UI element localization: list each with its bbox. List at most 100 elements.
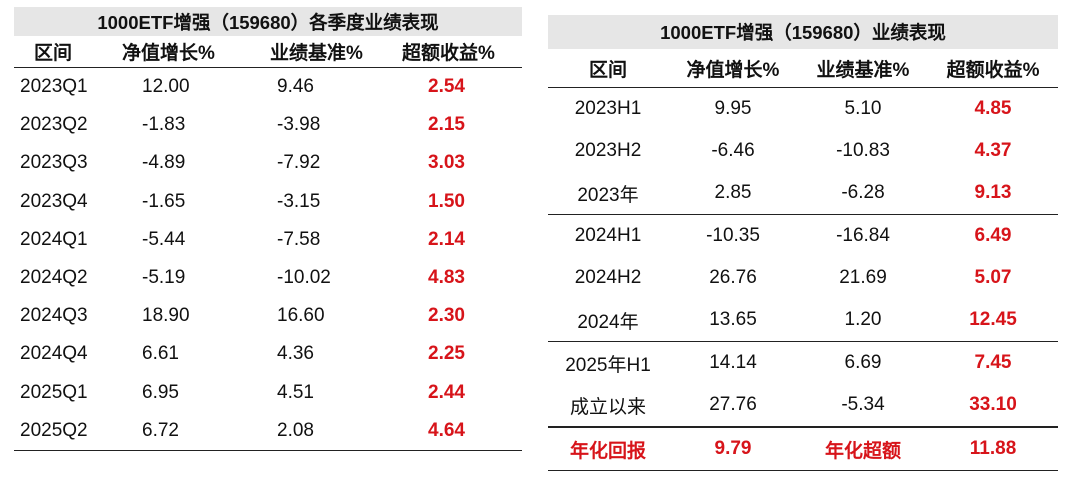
header-cell-benchmark: 业绩基准% — [270, 43, 363, 64]
period-cell: 成立以来 — [569, 396, 646, 418]
overall-performance-table: 1000ETF增强（159680）业绩表现 区间 净值增长% 业绩基准% 超额收… — [548, 15, 1059, 471]
header-row: 区间 净值增长% 业绩基准% 超额收益% — [14, 36, 522, 68]
benchmark-cell: 4.36 — [277, 343, 314, 365]
period-cell: 2025Q2 — [14, 411, 114, 451]
benchmark-cell: 9.46 — [250, 67, 386, 107]
period-cell: 2025年H1 — [548, 341, 668, 384]
table-row: 2025Q1 6.95 4.51 2.44 — [14, 374, 522, 412]
header-row: 区间 净值增长% 业绩基准% 超额收益% — [548, 49, 1058, 88]
nav-growth-cell: -5.19 — [142, 267, 186, 289]
nav-growth-cell: -5.44 — [142, 228, 186, 250]
table-row: 2024Q1 -5.44 -7.58 2.14 — [14, 221, 522, 259]
header-cell-nav-growth: 净值增长% — [122, 43, 215, 64]
nav-growth-cell: 6.72 — [114, 411, 250, 451]
nav-growth-cell: -6.46 — [711, 140, 755, 161]
nav-growth-cell: 27.76 — [709, 394, 757, 415]
nav-growth-cell: 6.61 — [142, 343, 179, 365]
header-cell-period: 区间 — [588, 59, 627, 81]
excess-cell: 2.14 — [428, 228, 465, 250]
period-cell: 2023H2 — [574, 140, 642, 161]
excess-cell: 1.50 — [428, 190, 465, 212]
nav-growth-cell: -4.89 — [142, 152, 186, 174]
table-row: 2023Q2 -1.83 -3.98 2.15 — [14, 106, 522, 144]
period-cell: 2024H2 — [574, 267, 642, 288]
period-cell: 2023H1 — [548, 87, 668, 130]
period-cell: 2023Q1 — [14, 67, 114, 107]
benchmark-cell: -16.84 — [798, 214, 928, 257]
excess-cell: 2.54 — [386, 67, 523, 107]
table-row: 2023年 2.85 -6.28 9.13 — [548, 172, 1058, 215]
benchmark-cell: -10.83 — [836, 140, 890, 161]
excess-cell: 4.83 — [428, 267, 465, 289]
excess-cell: 4.64 — [386, 411, 523, 451]
table-title: 1000ETF增强（159680）业绩表现 — [548, 15, 1059, 49]
benchmark-cell: -10.02 — [277, 267, 331, 289]
period-cell: 2023Q3 — [20, 152, 88, 174]
nav-growth-cell: 9.95 — [668, 87, 798, 130]
excess-cell: 5.07 — [974, 267, 1012, 288]
table-row: 成立以来 27.76 -5.34 33.10 — [548, 384, 1058, 427]
period-cell: 2024H1 — [548, 214, 668, 257]
benchmark-cell: 5.10 — [798, 87, 928, 130]
table-title-row: 1000ETF增强（159680）各季度业绩表现 — [14, 7, 523, 36]
header-cell-excess: 超额收益% — [402, 43, 495, 64]
table-title: 1000ETF增强（159680）各季度业绩表现 — [14, 7, 523, 36]
table-row: 2024Q3 18.90 16.60 2.30 — [14, 297, 522, 335]
period-cell: 2025Q1 — [20, 381, 88, 403]
nav-growth-cell: 2.85 — [714, 182, 752, 203]
header-cell-benchmark: 业绩基准% — [816, 59, 910, 81]
table-row: 2024Q4 6.61 4.36 2.25 — [14, 335, 522, 373]
summary-row: 年化回报 9.79 年化超额 11.88 — [548, 426, 1059, 471]
table-row: 2024Q2 -5.19 -10.02 4.83 — [14, 259, 522, 297]
benchmark-cell: 6.69 — [798, 341, 928, 384]
nav-growth-cell: 13.65 — [709, 309, 757, 330]
excess-cell: 7.45 — [928, 341, 1059, 384]
annualized-return-value: 9.79 — [668, 426, 798, 471]
period-cell: 2024年 — [577, 311, 639, 333]
excess-cell: 2.25 — [428, 343, 465, 365]
benchmark-cell: -3.15 — [277, 190, 321, 212]
excess-cell: 12.45 — [969, 309, 1017, 330]
benchmark-cell: 1.20 — [844, 309, 882, 330]
table-row: 2023Q1 12.00 9.46 2.54 — [14, 67, 523, 107]
benchmark-cell: -5.34 — [841, 394, 885, 415]
nav-growth-cell: 14.14 — [668, 341, 798, 384]
benchmark-cell: -3.98 — [277, 114, 321, 136]
excess-cell: 6.49 — [928, 214, 1059, 257]
excess-cell: 2.30 — [428, 305, 465, 327]
nav-growth-cell: 18.90 — [142, 305, 190, 327]
table-row: 2024H2 26.76 21.69 5.07 — [548, 257, 1058, 299]
period-cell: 2024Q2 — [20, 267, 88, 289]
excess-cell: 9.13 — [974, 182, 1012, 203]
quarterly-performance-table: 1000ETF增强（159680）各季度业绩表现 区间 净值增长% 业绩基准% … — [14, 7, 523, 451]
benchmark-cell: 4.51 — [277, 381, 314, 403]
nav-growth-cell: -10.35 — [668, 214, 798, 257]
header-cell-period: 区间 — [34, 43, 73, 64]
excess-cell: 4.85 — [928, 87, 1059, 130]
period-cell: 2023Q2 — [20, 114, 88, 136]
benchmark-cell: -7.58 — [277, 228, 321, 250]
benchmark-cell: 16.60 — [277, 305, 325, 327]
nav-growth-cell: 6.95 — [142, 381, 179, 403]
table-row: 2025Q2 6.72 2.08 4.64 — [14, 411, 523, 451]
table-row: 2023Q4 -1.65 -3.15 1.50 — [14, 183, 522, 221]
nav-growth-cell: -1.65 — [142, 190, 186, 212]
nav-growth-cell: -1.83 — [142, 114, 186, 136]
excess-cell: 3.03 — [428, 152, 465, 174]
period-cell: 2024Q3 — [20, 305, 88, 327]
table-row: 2023H2 -6.46 -10.83 4.37 — [548, 130, 1058, 172]
table-row: 2023H1 9.95 5.10 4.85 — [548, 87, 1059, 130]
table-row: 2024H1 -10.35 -16.84 6.49 — [548, 214, 1059, 257]
excess-cell: 2.44 — [428, 381, 465, 403]
period-cell: 2023年 — [577, 184, 639, 206]
table-row: 2025年H1 14.14 6.69 7.45 — [548, 341, 1059, 384]
benchmark-cell: 2.08 — [250, 411, 386, 451]
table-row: 2023Q3 -4.89 -7.92 3.03 — [14, 144, 522, 182]
annualized-return-label: 年化回报 — [548, 426, 668, 471]
annualized-excess-label: 年化超额 — [798, 426, 928, 471]
excess-cell: 33.10 — [969, 394, 1017, 415]
benchmark-cell: 21.69 — [839, 267, 887, 288]
header-cell-nav-growth: 净值增长% — [686, 59, 780, 81]
annualized-excess-value: 11.88 — [928, 426, 1059, 471]
nav-growth-cell: 26.76 — [709, 267, 757, 288]
